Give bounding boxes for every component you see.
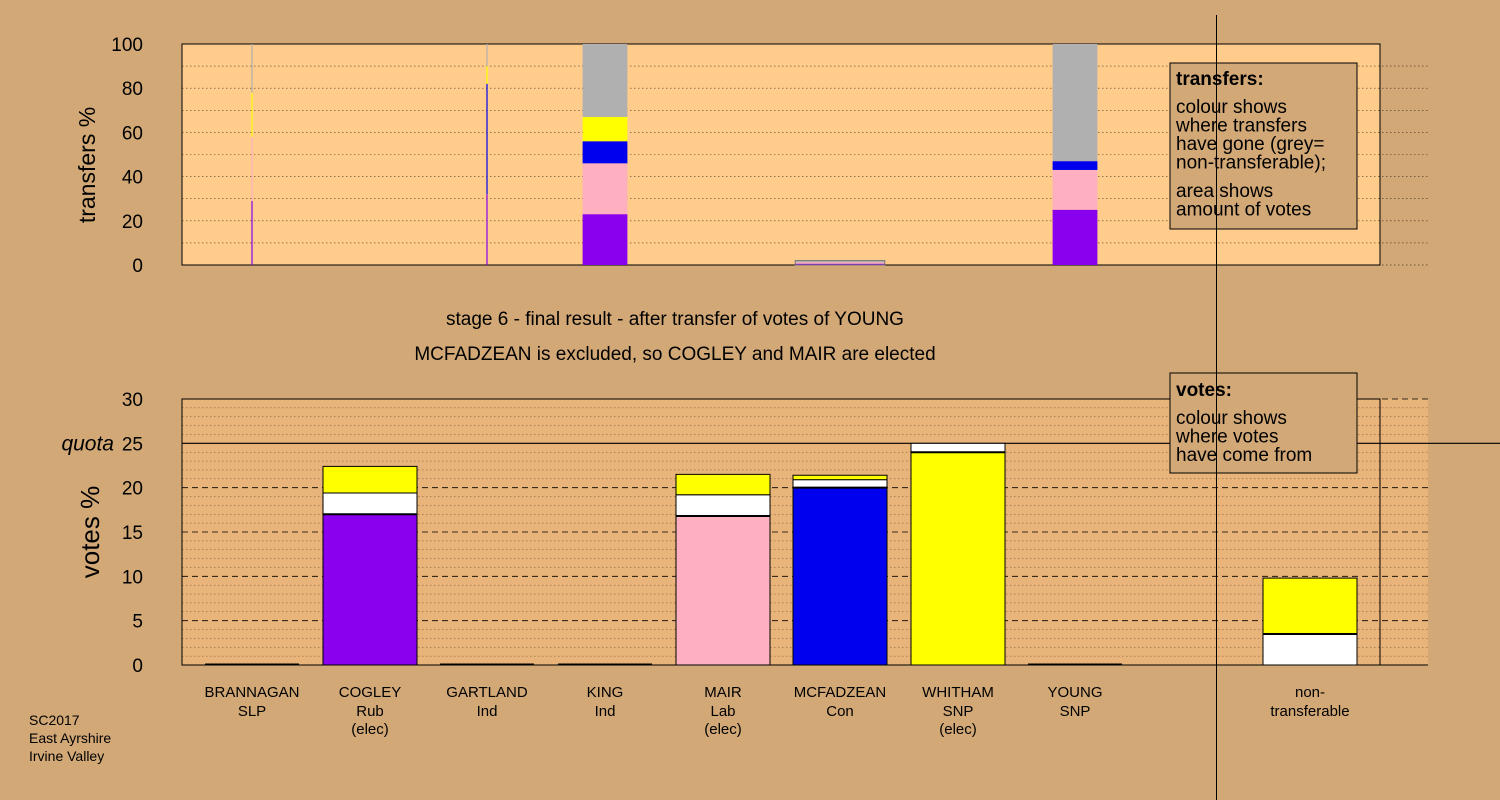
votes-y-tick-label: 5 [132,612,143,633]
votes-y-tick-label: 25 [122,434,143,455]
x-label-name-mcfadzean: MCFADZEAN [794,684,887,701]
transfers-y-tick-label: 100 [111,35,143,56]
transfer-segment-gartland [486,44,488,67]
transfer-segment-king [582,163,628,215]
bar-segment-mair [675,515,771,666]
transfer-segment-mcfadzean [795,263,885,265]
votes-y-axis-label: votes % [75,486,105,579]
votes-y-tick-label: 10 [122,567,143,588]
transfers-y-tick-label: 0 [132,256,143,277]
transfer-segment-brannagan [251,92,253,137]
transfers-legend-text: amount of votes [1176,200,1311,221]
x-label-name-king: KING [587,684,624,701]
transfers-legend-text: have gone (grey= [1176,134,1324,155]
stage-title: stage 6 - final result - after transfer … [414,309,935,365]
x-label-nontransferable: non- [1295,684,1325,701]
transfer-segment-king [582,116,628,142]
transfer-block-outline [794,260,886,266]
footer-line-1: SC2017 [29,712,80,728]
footer-line-2: East Ayrshire [29,730,111,746]
transfer-segment-king [582,214,628,265]
bar-segment-mair [675,494,771,517]
bar-segment-whitham [910,442,1006,453]
x-label-status-mair: (elec) [704,721,742,738]
stage-title-line-2: MCFADZEAN is excluded, so COGLEY and MAI… [414,344,935,365]
transfers-y-tick-label: 40 [122,168,143,189]
votes-y-tick-label: 0 [132,656,143,677]
votes-legend-title: votes: [1176,380,1232,401]
x-label-party-king: Ind [595,703,616,720]
bar-segment-mair [675,473,771,496]
transfer-segment-young [1052,44,1098,162]
transfers-legend-text: where transfers [1175,116,1307,137]
votes-chart: 0 5 10 15 20 25 30 quota votes % BRANNAGAN SLP COGL… [61,372,1500,738]
transfer-segment-mcfadzean [795,262,885,264]
bar-segment-cogley [322,513,418,666]
votes-legend-text: colour shows [1176,408,1287,429]
transfers-legend-box [1169,62,1358,230]
x-label-party-mcfadzean: Con [826,703,854,720]
bar-segment-mcfadzean [792,487,888,666]
bar-segment-mcfadzean [792,474,888,481]
x-label-party-whitham: SNP [943,703,974,720]
x-label-name-cogley: COGLEY [339,684,402,701]
stage-title-line-1: stage 6 - final result - after transfer … [446,309,904,330]
transfer-segment-brannagan [251,44,253,93]
votes-y-tick-label: 30 [122,390,143,411]
transfers-chart: 0 20 40 60 80 100 transfers % transfers: colour … [74,35,1428,277]
x-label-party-young: SNP [1060,703,1091,720]
bar-segment-cogley [322,465,418,494]
nontransferable-segment [1262,633,1358,666]
transfer-segment-young [1052,161,1098,170]
bar-segment-cogley [322,492,418,515]
transfer-segment-king [582,44,628,117]
bar-segment-whitham [910,451,1006,666]
quota-label: quota [61,432,114,455]
transfers-y-tick-label: 60 [122,123,143,144]
transfers-y-axis-label: transfers % [74,107,100,223]
x-label-party-gartland: Ind [477,703,498,720]
votes-legend-text: have come from [1176,445,1312,466]
footer-line-3: Irvine Valley [29,748,104,764]
votes-y-tick-label: 15 [122,523,143,544]
transfers-legend-text: non-transferable); [1176,153,1326,174]
x-label-party-mair: Lab [710,703,735,720]
x-label-nontransferable: transferable [1270,703,1349,720]
votes-legend-box [1169,372,1358,474]
x-label-party-cogley: Rub [356,703,384,720]
x-label-status-cogley: (elec) [351,721,389,738]
transfer-segment-gartland [486,66,488,84]
transfer-segment-mcfadzean [795,260,885,263]
transfers-legend-text: area shows [1176,181,1273,202]
x-label-name-gartland: GARTLAND [446,684,528,701]
transfer-segment-king [582,141,628,164]
transfer-segment-young [1052,209,1098,265]
x-label-name-brannagan: BRANNAGAN [204,684,299,701]
transfer-segment-young [1052,169,1098,210]
transfer-segment-brannagan [251,136,253,201]
votes-y-tick-label: 20 [122,479,143,500]
transfers-y-tick-label: 20 [122,212,143,233]
x-label-name-mair: MAIR [704,684,742,701]
nontransferable-segment [1262,577,1358,635]
transfer-segment-gartland [486,194,488,265]
transfers-legend-text: colour shows [1176,97,1287,118]
transfers-legend-title: transfers: [1176,69,1264,90]
votes-legend-text: where votes [1175,427,1278,448]
bar-segment-mcfadzean [792,479,888,489]
transfer-segment-brannagan [251,200,253,265]
x-label-party-brannagan: SLP [238,703,266,720]
transfers-y-tick-label: 80 [122,79,143,100]
transfer-segment-gartland [486,83,488,195]
x-label-name-whitham: WHITHAM [922,684,994,701]
x-label-status-whitham: (elec) [939,721,977,738]
footer-caption: SC2017 East Ayrshire Irvine Valley [29,712,111,764]
x-label-name-young: YOUNG [1047,684,1102,701]
